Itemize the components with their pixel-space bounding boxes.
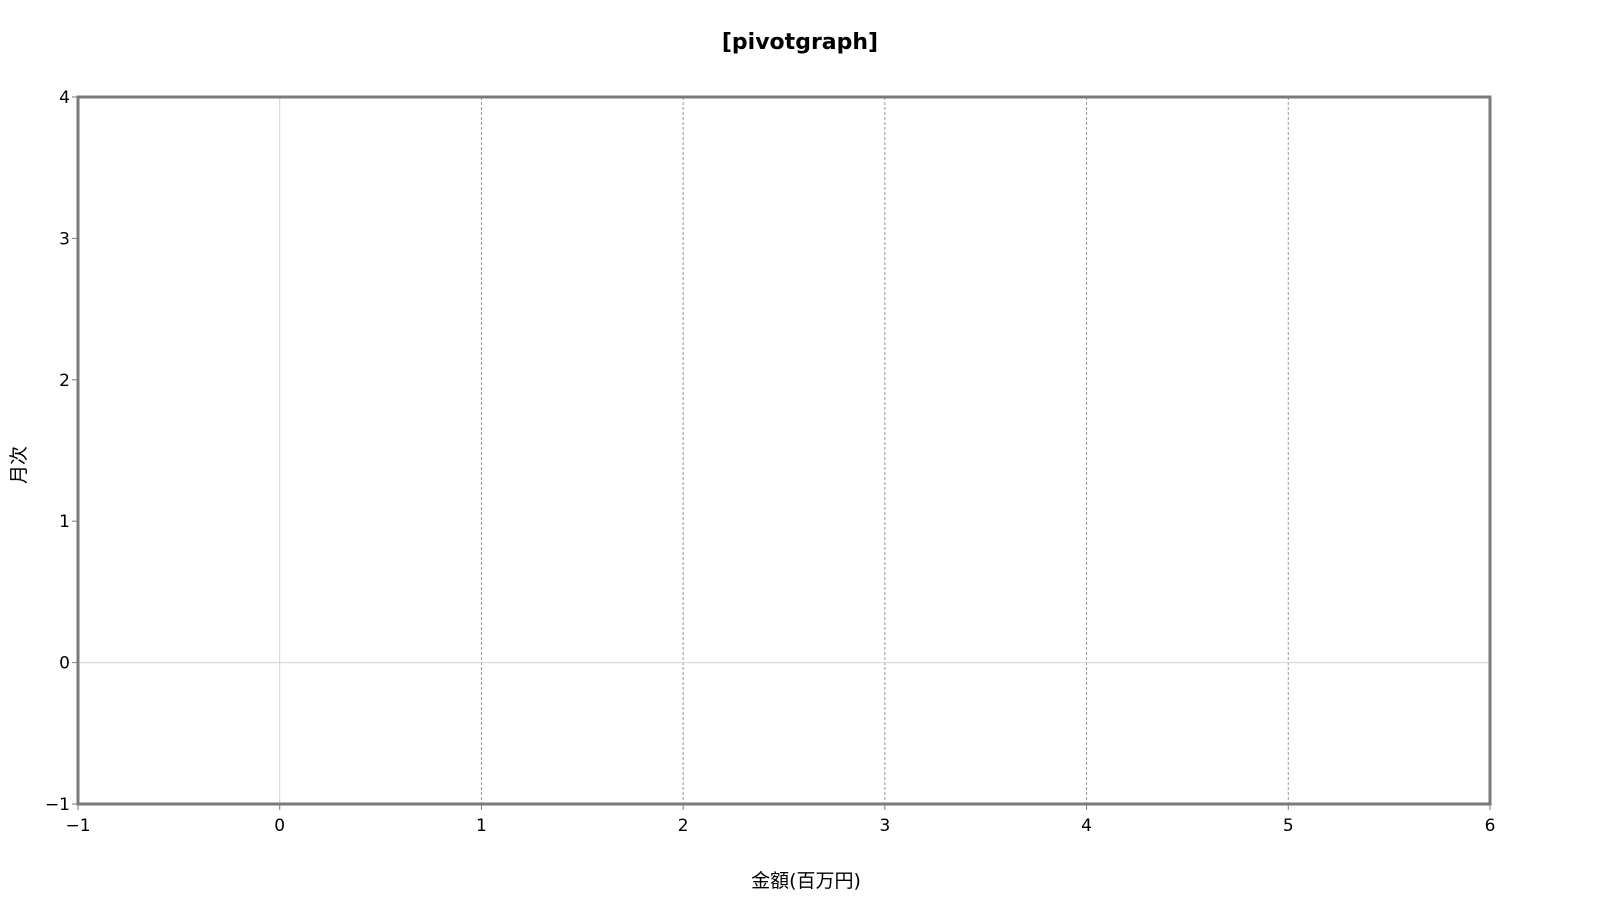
y-tick-label: 1 (59, 512, 70, 532)
y-tick-label: 4 (59, 88, 70, 108)
x-tick-label: 5 (1283, 816, 1294, 836)
x-tick-label: 2 (678, 816, 689, 836)
grid-layer (78, 97, 1490, 804)
x-axis-ticks: −1 0 1 2 3 4 5 6 (65, 804, 1495, 836)
x-tick-label: 4 (1081, 816, 1092, 836)
chart-title: [pivotgraph] (722, 30, 878, 55)
x-tick-label: 3 (879, 816, 890, 836)
y-tick-label: 3 (59, 229, 70, 249)
x-axis-title: 金額(百万円) (751, 870, 861, 892)
x-tick-label: 6 (1485, 816, 1496, 836)
y-tick-label: 0 (59, 654, 70, 674)
y-tick-label: −1 (45, 795, 70, 815)
plot-frame (76, 95, 1492, 806)
y-axis-ticks: −1 0 1 2 3 4 (45, 88, 78, 815)
x-tick-label: 1 (476, 816, 487, 836)
x-tick-label: 0 (274, 816, 285, 836)
x-tick-label: −1 (65, 816, 90, 836)
y-axis-title: 月次 (8, 446, 30, 484)
y-tick-label: 2 (59, 371, 70, 391)
plot-frame-layer (76, 95, 1492, 806)
